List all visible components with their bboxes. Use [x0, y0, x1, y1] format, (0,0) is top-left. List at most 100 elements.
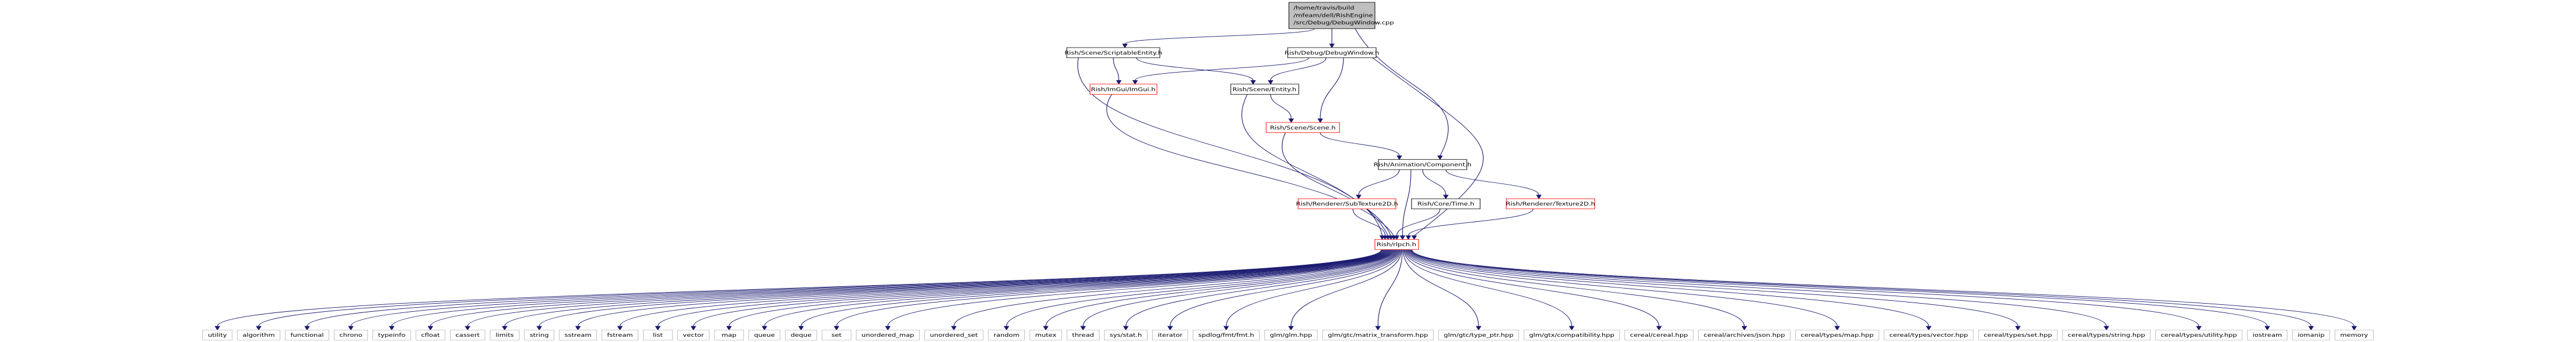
dependency-edge: [1375, 249, 1403, 331]
leaf-box: [821, 329, 852, 341]
dependency-edge: [465, 249, 1387, 331]
node-component[interactable]: Rish/Animation/Component.h: [1374, 159, 1471, 170]
dependency-edge: [215, 249, 1382, 331]
leaf-box: [1438, 329, 1519, 341]
leaf-header-node: string: [524, 329, 555, 341]
leaf-header-node: limits: [490, 329, 520, 341]
node-label: Rish/Core/Time.h: [1417, 201, 1474, 207]
leaf-header-node: mutex: [1030, 329, 1062, 341]
dependency-edge: [1399, 170, 1412, 240]
dependency-edge: [388, 249, 1385, 331]
leaf-box: [1264, 329, 1318, 341]
dependency-edge: [1270, 94, 1294, 123]
node-box: [1378, 159, 1467, 170]
dependency-edge: [1403, 249, 1482, 331]
dependency-edge: [1403, 249, 1575, 331]
leaf-header-node: memory: [2334, 329, 2374, 341]
leaf-box: [2334, 329, 2374, 341]
dependency-edge: [1136, 57, 1256, 85]
leaf-box: [785, 329, 817, 341]
leaf-box: [2062, 329, 2151, 341]
node-imgui[interactable]: Rish/ImGui/ImGui.h: [1089, 84, 1157, 95]
leaf-label: iterator: [1157, 332, 1183, 339]
node-label: Rish/Debug/DebugWindow.h: [1285, 50, 1380, 56]
leaf-label: map: [721, 332, 737, 339]
leaf-label: glm/gtc/matrix_transform.hpp: [1328, 332, 1428, 339]
leaf-header-node: cereal/types/string.hpp: [2062, 329, 2151, 341]
dependency-edge: [1407, 249, 2021, 331]
leaf-label: algorithm: [242, 332, 274, 339]
leaf-header-node: iterator: [1152, 329, 1188, 341]
dependency-edge: [834, 249, 1395, 331]
dependency-edge: [1409, 249, 2202, 331]
dependency-edge: [1241, 94, 1391, 240]
leaf-header-node: glm/gtc/matrix_transform.hpp: [1322, 329, 1434, 341]
node-rishpch[interactable]: Rish/rlpch.h: [1374, 239, 1419, 250]
dependency-edge: [1123, 249, 1400, 331]
leaf-label: memory: [2340, 332, 2368, 339]
leaf-box: [856, 329, 920, 341]
leaf-header-node: spdlog/fmt/fmt.h: [1192, 329, 1260, 341]
leaf-box: [1624, 329, 1693, 341]
dependency-edge: [690, 249, 1392, 331]
dependency-edge: [1320, 132, 1402, 160]
leaf-header-node: map: [714, 329, 744, 341]
leaf-header-node: random: [988, 329, 1026, 341]
edges-layer: [215, 28, 2357, 331]
node-scriptable-entity[interactable]: Rish/Scene/ScriptableEntity.h: [1064, 47, 1162, 58]
leaf-box: [1978, 329, 2058, 341]
leaf-label: unordered_map: [862, 332, 914, 339]
node-label: Rish/Scene/Entity.h: [1232, 87, 1296, 93]
leaf-header-node: unordered_set: [924, 329, 984, 341]
node-box: [1411, 198, 1481, 210]
leaf-header-node: sys/stat.h: [1104, 329, 1148, 341]
leaf-box: [2155, 329, 2243, 341]
node-subtexture2d[interactable]: Rish/Renderer/SubTexture2D.h: [1296, 198, 1398, 210]
dependency-edge: [1404, 249, 1662, 331]
system-header-leaves: utility algorithm functional chrono typeinfo…: [202, 329, 2374, 341]
leaf-box: [1523, 329, 1620, 341]
leaf-header-node: cereal/archives/json.hpp: [1698, 329, 1791, 341]
node-entity[interactable]: Rish/Scene/Entity.h: [1230, 84, 1299, 95]
dependency-edge: [1113, 57, 1122, 85]
node-label: Rish/Animation/Component.h: [1374, 162, 1471, 168]
leaf-box: [1884, 329, 1974, 341]
leaf-box: [677, 329, 710, 341]
leaf-box: [372, 329, 411, 341]
leaf-header-node: glm/gtx/compatibility.hpp: [1523, 329, 1620, 341]
nodes-layer: /home/travis/build /mfeam/dell/RishEngin…: [1064, 2, 1595, 250]
leaf-header-node: cassert: [449, 329, 485, 341]
leaf-box: [1066, 329, 1100, 341]
leaf-header-node: unordered_map: [856, 329, 920, 341]
root-file-node: /home/travis/build /mfeam/dell/RishEngin…: [1288, 2, 1394, 29]
node-debug-window-header[interactable]: Rish/Debug/DebugWindow.h: [1285, 47, 1380, 58]
leaf-box: [988, 329, 1026, 341]
leaf-label: chrono: [340, 332, 362, 339]
node-time[interactable]: Rish/Core/Time.h: [1411, 198, 1481, 210]
leaf-header-node: algorithm: [237, 329, 281, 341]
dependency-edge: [617, 249, 1390, 331]
leaf-box: [643, 329, 673, 341]
leaf-header-node: typeinfo: [372, 329, 411, 341]
leaf-header-node: glm/glm.hpp: [1264, 329, 1318, 341]
leaf-box: [1698, 329, 1791, 341]
dependency-edge: [1405, 249, 1748, 331]
root-file-line-1: /home/travis/build: [1294, 5, 1355, 12]
leaf-header-node: iostream: [2247, 329, 2288, 341]
node-texture2d[interactable]: Rish/Renderer/Texture2D.h: [1506, 198, 1595, 210]
leaf-label: thread: [1072, 332, 1094, 339]
leaf-label: cereal/types/vector.hpp: [1889, 332, 1968, 339]
dependency-edge: [502, 249, 1388, 331]
dependency-edge: [1003, 249, 1398, 331]
leaf-label: glm/glm.hpp: [1270, 332, 1312, 339]
leaf-box: [924, 329, 984, 341]
leaf-label: sys/stat.h: [1110, 332, 1142, 339]
node-label: Rish/Scene/Scene.h: [1270, 125, 1335, 131]
dependency-edge: [951, 249, 1396, 331]
leaf-header-node: queue: [748, 329, 781, 341]
node-scene[interactable]: Rish/Scene/Scene.h: [1266, 122, 1340, 133]
dependency-edge: [1106, 94, 1397, 240]
leaf-box: [449, 329, 485, 341]
node-box: [1298, 198, 1396, 210]
